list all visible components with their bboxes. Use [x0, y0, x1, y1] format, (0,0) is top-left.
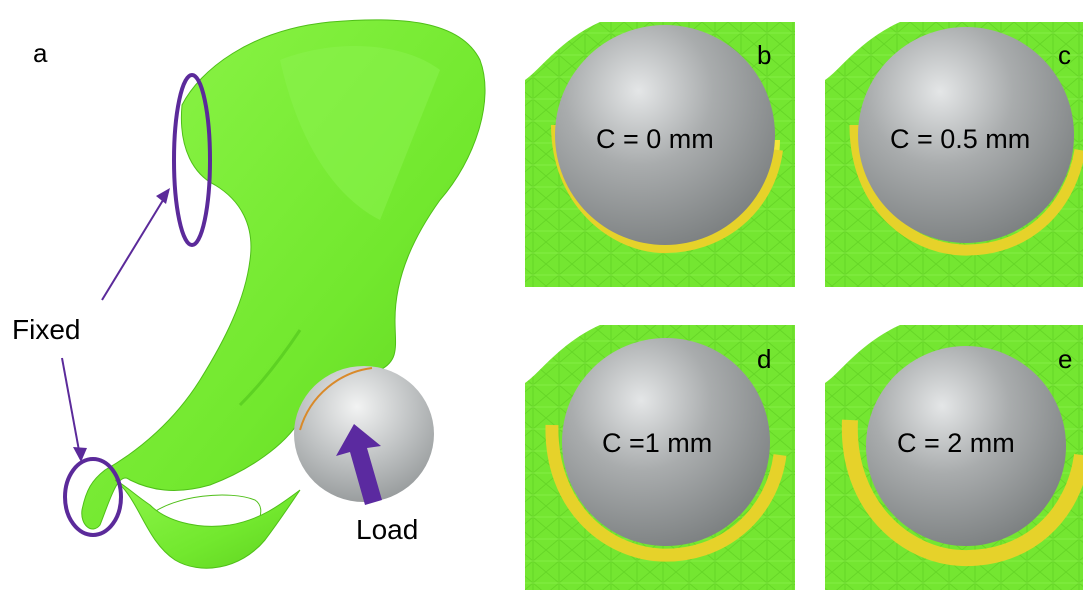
- panel-d-letter: d: [757, 344, 772, 374]
- panel-b-femoral-head: [555, 25, 775, 245]
- acetabulum-rim: [299, 367, 373, 431]
- fixed-arrowhead-upper: [156, 188, 170, 204]
- panel-c-white-gap: [825, 22, 900, 80]
- panel-c-liner-arc: [849, 124, 1083, 256]
- pelvis-model: [81, 19, 486, 569]
- panel-d-liner-arc: [545, 424, 787, 562]
- panel-a-letter: a: [33, 38, 48, 68]
- fixed-arrow-upper: [101, 191, 169, 301]
- panel-d: [525, 325, 795, 590]
- panel-b-white-gap: [525, 22, 600, 80]
- load-arrow: [336, 424, 382, 505]
- panel-e-femoral-head: [866, 346, 1066, 546]
- panel-e-letter: e: [1058, 344, 1073, 374]
- panel-d-caption: C =1 mm: [602, 428, 713, 458]
- fixed-ring-upper: [172, 73, 212, 247]
- ischium-lower: [114, 479, 301, 569]
- panel-c-caption: C = 0.5 mm: [890, 124, 1031, 154]
- fixed-label: Fixed: [12, 314, 81, 345]
- panel-e-white-gap: [825, 325, 900, 383]
- panel-e-caption: C = 2 mm: [897, 428, 1015, 458]
- panel-e: [825, 325, 1083, 590]
- fixed-arrowhead-lower: [73, 447, 87, 462]
- panel-c-letter: c: [1058, 40, 1071, 70]
- panel-c: [825, 22, 1083, 287]
- pelvis-crest-ridge: [238, 329, 302, 407]
- panel-c-femoral-head: [858, 27, 1074, 243]
- panel-e-liner-arc: [841, 419, 1083, 567]
- panel-b-caption: C = 0 mm: [596, 124, 714, 154]
- load-label: Load: [356, 514, 419, 545]
- fixed-arrow-lower: [61, 357, 81, 457]
- panel-b: [525, 22, 795, 287]
- panel-d-white-gap: [525, 325, 600, 383]
- pelvis-shading: [280, 46, 440, 220]
- panel-b-letter: b: [757, 40, 772, 70]
- panel-d-femoral-head: [562, 338, 770, 546]
- fixed-ring-lower: [63, 457, 123, 537]
